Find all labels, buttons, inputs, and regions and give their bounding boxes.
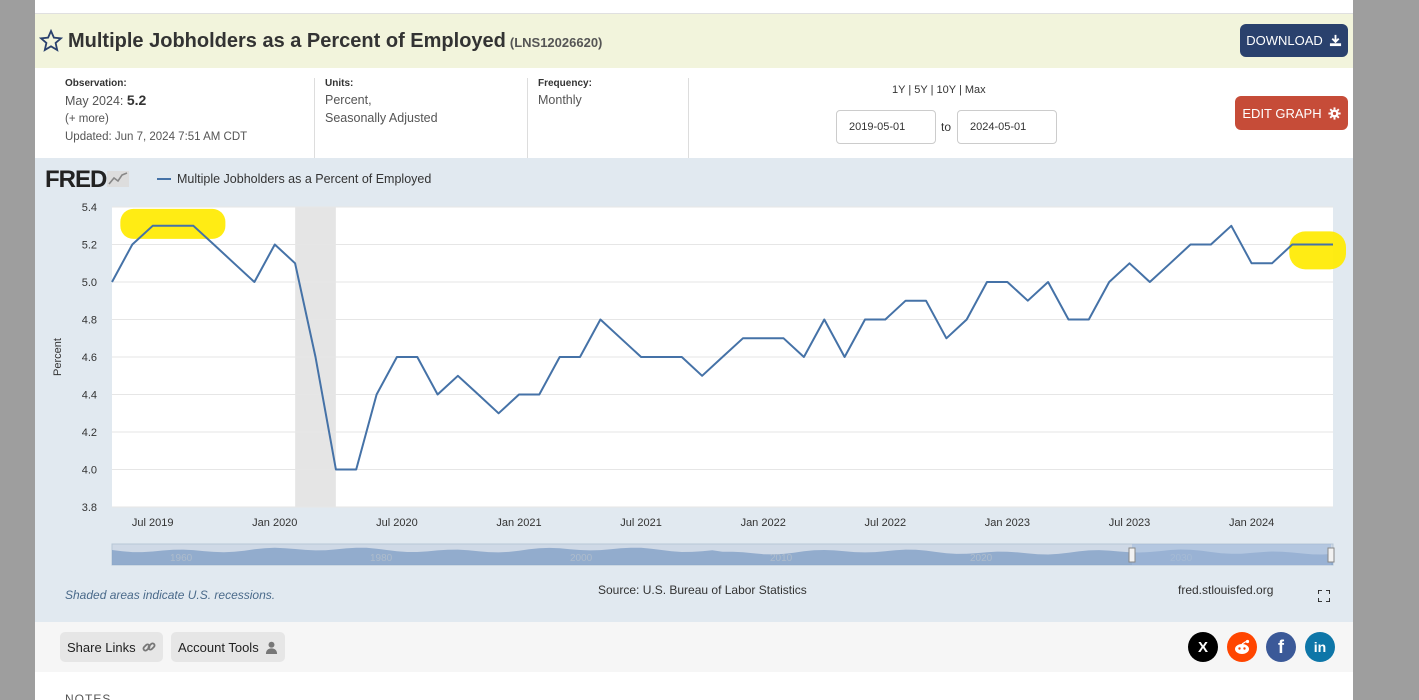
edit-graph-button[interactable]: EDIT GRAPH bbox=[1235, 96, 1348, 130]
y-tick-label: 4.4 bbox=[82, 390, 97, 402]
fullscreen-icon[interactable] bbox=[1318, 590, 1330, 602]
range-sep: | bbox=[930, 84, 934, 96]
range-sep: | bbox=[958, 84, 962, 96]
units-block: Units: Percent, Seasonally Adjusted bbox=[325, 78, 528, 158]
page-title: Multiple Jobholders as a Percent of Empl… bbox=[68, 30, 602, 53]
navigator-selection bbox=[1132, 544, 1331, 565]
series-line bbox=[111, 224, 1333, 471]
account-tools-button[interactable]: Account Tools bbox=[171, 632, 285, 662]
x-tick-label: Jan 2021 bbox=[496, 517, 541, 529]
range-10y[interactable]: 10Y bbox=[936, 84, 956, 96]
facebook-share-icon[interactable]: f bbox=[1266, 632, 1296, 662]
frequency-value: Monthly bbox=[538, 93, 582, 107]
units-label: Units: bbox=[325, 78, 354, 89]
x-share-icon[interactable]: X bbox=[1188, 632, 1218, 662]
download-icon bbox=[1329, 34, 1341, 47]
units-line1: Percent, bbox=[325, 93, 372, 107]
x-tick-label: Jan 2020 bbox=[252, 517, 297, 529]
y-tick-label: 3.8 bbox=[82, 502, 97, 514]
x-tick-label: Jul 2022 bbox=[865, 517, 907, 529]
range-5y[interactable]: 5Y bbox=[914, 84, 928, 96]
linkedin-share-icon[interactable]: in bbox=[1305, 632, 1335, 662]
navigator-handle[interactable] bbox=[1327, 547, 1335, 563]
x-tick-label: Jul 2021 bbox=[620, 517, 662, 529]
navigator-handle[interactable] bbox=[1128, 547, 1136, 563]
account-tools-label: Account Tools bbox=[178, 639, 259, 655]
y-tick-label: 5.0 bbox=[82, 277, 97, 289]
range-max[interactable]: Max bbox=[964, 84, 986, 96]
y-axis-label: Percent bbox=[52, 338, 64, 376]
x-tick-label: Jul 2020 bbox=[376, 517, 418, 529]
download-button[interactable]: DOWNLOAD bbox=[1240, 24, 1348, 57]
observation-block: Observation: May 2024: 5.2 (+ more) Upda… bbox=[65, 78, 315, 158]
y-tick-label: 4.2 bbox=[82, 427, 97, 439]
fred-url[interactable]: fred.stlouisfed.org bbox=[1178, 583, 1274, 597]
chart-legend: Multiple Jobholders as a Percent of Empl… bbox=[157, 172, 431, 186]
range-sep: | bbox=[908, 84, 912, 96]
x-tick-label: Jan 2022 bbox=[741, 517, 786, 529]
x-tick-label: Jan 2024 bbox=[1229, 517, 1274, 529]
units-line2: Seasonally Adjusted bbox=[325, 111, 438, 125]
navigator-year-label: 2010 bbox=[770, 553, 793, 564]
user-icon bbox=[265, 641, 277, 654]
x-tick-label: Jul 2019 bbox=[132, 517, 174, 529]
bottom-toolbar: Share Links Account Tools X f in bbox=[35, 622, 1353, 672]
navigator-year-label: 2020 bbox=[970, 553, 993, 564]
top-strip bbox=[35, 0, 1353, 14]
start-date-input[interactable] bbox=[836, 110, 936, 144]
navigator-year-label: 1960 bbox=[170, 553, 193, 564]
frequency-label: Frequency: bbox=[538, 78, 592, 89]
notes-heading: NOTES bbox=[65, 692, 112, 700]
recession-note: Shaded areas indicate U.S. recessions. bbox=[65, 588, 276, 602]
observation-value: 5.2 bbox=[126, 92, 147, 108]
y-tick-label: 5.2 bbox=[82, 240, 97, 252]
chart-panel: 3.8 4.0 4.2 4.4 4.6 4.8 5.0 5.2 5.4 Jul 2019 Jan 2… bbox=[35, 158, 1353, 622]
source-text: Source: U.S. Bureau of Labor Statistics bbox=[598, 583, 807, 597]
y-tick-label: 4.6 bbox=[82, 352, 97, 364]
series-title: Multiple Jobholders as a Percent of Empl… bbox=[68, 30, 506, 52]
observation-date: May 2024: bbox=[65, 94, 124, 108]
chart-svg: 3.8 4.0 4.2 4.4 4.6 4.8 5.0 5.2 5.4 Jul 2019 Jan 2… bbox=[52, 202, 1346, 566]
navigator-year-label: 1980 bbox=[370, 553, 393, 564]
end-date-input[interactable] bbox=[957, 110, 1057, 144]
highlight-mark-start bbox=[120, 208, 226, 239]
to-label: to bbox=[941, 120, 952, 134]
navigator-year-label: 2000 bbox=[570, 553, 593, 564]
observation-label: Observation: bbox=[65, 78, 127, 89]
edit-graph-label: EDIT GRAPH bbox=[1242, 105, 1322, 121]
y-tick-label: 5.4 bbox=[82, 202, 97, 214]
series-meta: Observation: May 2024: 5.2 (+ more) Upda… bbox=[35, 68, 1353, 158]
reddit-share-icon[interactable] bbox=[1227, 632, 1257, 662]
x-tick-label: Jul 2023 bbox=[1109, 517, 1151, 529]
updated-text: Updated: Jun 7, 2024 7:51 AM CDT bbox=[65, 131, 248, 143]
share-links-label: Share Links bbox=[67, 639, 136, 655]
fred-graph-icon bbox=[107, 171, 130, 187]
download-label: DOWNLOAD bbox=[1246, 33, 1323, 48]
range-selector: 1Y | 5Y | 10Y | Max bbox=[892, 84, 986, 96]
series-id: (LNS12026620) bbox=[509, 35, 603, 50]
share-links-button[interactable]: Share Links bbox=[60, 632, 163, 662]
frequency-block: Frequency: Monthly bbox=[538, 78, 689, 158]
link-icon bbox=[142, 642, 156, 652]
series-title-bar: Multiple Jobholders as a Percent of Empl… bbox=[35, 14, 1353, 68]
legend-label: Multiple Jobholders as a Percent of Empl… bbox=[177, 172, 432, 186]
highlight-mark-end bbox=[1289, 231, 1346, 270]
more-link[interactable]: (+ more) bbox=[65, 113, 109, 125]
y-tick-label: 4.0 bbox=[82, 465, 97, 477]
fred-logo: FRED bbox=[45, 166, 130, 194]
page: Multiple Jobholders as a Percent of Empl… bbox=[35, 0, 1353, 700]
range-1y[interactable]: 1Y bbox=[892, 84, 906, 96]
gear-icon bbox=[1328, 106, 1341, 120]
y-tick-label: 4.8 bbox=[82, 315, 97, 327]
x-tick-label: Jan 2023 bbox=[985, 517, 1030, 529]
star-icon[interactable] bbox=[39, 29, 63, 53]
reddit-alien-icon bbox=[1235, 639, 1250, 654]
legend-swatch bbox=[157, 178, 171, 180]
navigator-area bbox=[112, 547, 1333, 565]
